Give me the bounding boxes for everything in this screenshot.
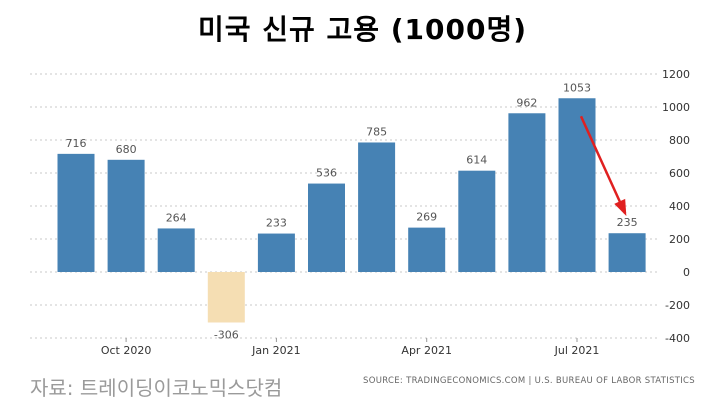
bar-jan-2021 (257, 233, 295, 272)
data-label: 962 (516, 96, 537, 109)
bar-jul-2021 (558, 98, 596, 272)
bar-apr-2021 (408, 227, 446, 272)
x-tick-label: Jul 2021 (554, 344, 600, 357)
bars (57, 98, 646, 323)
annotation-arrow-head (614, 198, 627, 216)
source-credit-korean: 자료: 트레이딩이코노믹스닷컴 (30, 376, 283, 400)
y-tick-label: -400 (665, 332, 690, 345)
y-tick-label: 200 (669, 233, 690, 246)
bar-dec-2020 (207, 272, 245, 323)
bar-may-2021 (458, 170, 496, 272)
bar-sep-2020 (57, 153, 95, 272)
source-credit: SOURCE: TRADINGECONOMICS.COM | U.S. BURE… (363, 376, 695, 386)
data-label: 716 (66, 137, 87, 150)
y-tick-label: 0 (683, 266, 690, 279)
data-label: 269 (416, 211, 437, 224)
annotation (579, 115, 627, 216)
y-axis-ticks: 1200 1000 800 600 400 200 0 -200 -400 (662, 68, 690, 345)
bar-jun-2021 (508, 113, 546, 273)
chart-title: 미국 신규 고용 (1000명) (197, 13, 528, 46)
x-tick-label: Apr 2021 (401, 344, 452, 357)
y-tick-label: 800 (669, 134, 690, 147)
x-axis-ticks: Oct 2020 Jan 2021 Apr 2021 Jul 2021 (101, 338, 600, 357)
data-label: 536 (316, 167, 337, 180)
y-tick-label: 1200 (662, 68, 690, 81)
bar-oct-2020 (107, 159, 145, 272)
y-tick-label: 400 (669, 200, 690, 213)
annotation-arrow-line (579, 115, 627, 214)
bar-nov-2020 (157, 228, 195, 272)
y-tick-label: -200 (665, 299, 690, 312)
data-label: 785 (366, 125, 387, 138)
data-label: 680 (116, 143, 137, 156)
bar-mar-2021 (358, 142, 396, 272)
data-label: 1053 (563, 81, 591, 94)
data-label: 264 (166, 211, 187, 224)
data-label: 235 (617, 216, 638, 229)
bar-feb-2021 (308, 183, 345, 272)
data-label: 614 (466, 154, 487, 167)
data-label: -306 (214, 328, 239, 341)
y-tick-label: 600 (669, 167, 690, 180)
data-labels: 716 680 264 -306 233 536 785 269 614 962 1053 235 (66, 81, 638, 341)
y-tick-label: 1000 (662, 101, 690, 114)
x-tick-label: Oct 2020 (101, 344, 152, 357)
bar-aug-2021 (608, 233, 646, 272)
data-label: 233 (266, 217, 287, 230)
x-tick-label: Jan 2021 (251, 344, 300, 357)
